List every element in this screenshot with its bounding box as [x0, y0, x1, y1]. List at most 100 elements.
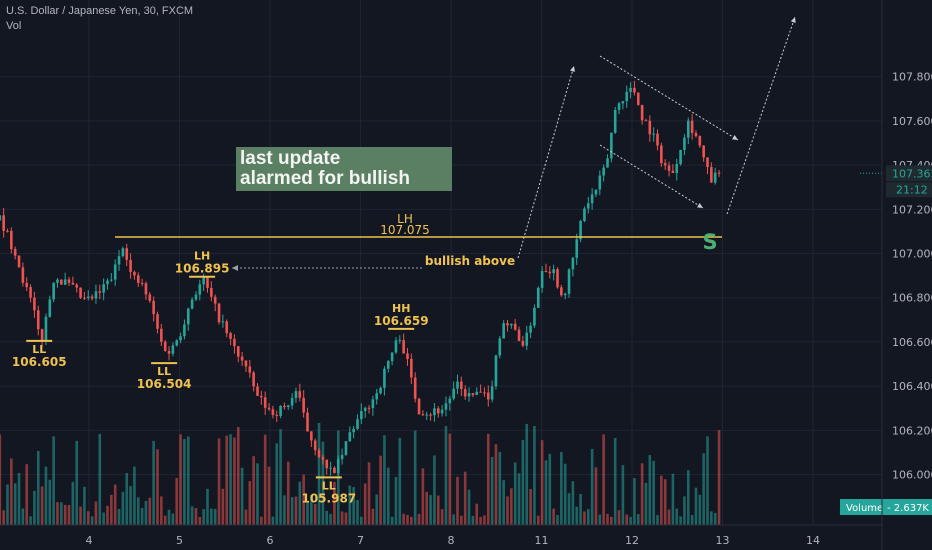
candle-body — [460, 381, 463, 390]
candle-body — [498, 338, 502, 356]
candle-body — [229, 333, 232, 339]
volume-bar — [379, 455, 382, 525]
volume-bar — [113, 484, 117, 525]
volume-bar — [198, 516, 202, 525]
pivot-price: 106.605 — [12, 355, 67, 369]
candle-body — [625, 91, 629, 102]
volume-bar — [590, 448, 594, 525]
volume-bar — [306, 502, 309, 525]
candle-body — [379, 387, 382, 394]
volume-bar — [506, 496, 509, 525]
candle-body — [586, 203, 590, 209]
candle-body — [63, 279, 67, 285]
volume-bar — [533, 425, 536, 525]
volume-bar — [171, 513, 175, 525]
candle-body — [317, 450, 321, 458]
candle-body — [236, 346, 240, 357]
volume-bar — [690, 514, 694, 525]
candle-body — [436, 408, 440, 414]
volume-bar — [671, 473, 675, 525]
candle-body — [702, 145, 705, 158]
volume-bar — [94, 501, 98, 525]
candle-body — [679, 149, 682, 165]
candle-body — [94, 291, 98, 299]
candle-body — [183, 324, 186, 337]
volume-bar — [0, 434, 2, 525]
time-tick-label: 6 — [267, 534, 274, 547]
candle-body — [271, 409, 275, 415]
candle-body — [133, 272, 136, 276]
volume-bar — [236, 426, 240, 525]
pivot-price: 106.504 — [137, 377, 192, 391]
candle-body — [225, 321, 229, 334]
projection-channel-top — [599, 55, 739, 141]
candle-body — [694, 132, 698, 137]
price-tick-label: 107.600 — [892, 115, 932, 128]
volume-bar — [267, 466, 271, 525]
candle-body — [713, 172, 717, 183]
volume-bar — [390, 516, 394, 525]
volume-tag-value: - 2.637K — [887, 503, 929, 514]
volume-bar — [152, 440, 155, 525]
volume-bar — [133, 466, 136, 525]
candle-body — [575, 239, 579, 258]
candle-body — [6, 230, 9, 232]
candle-body — [90, 296, 94, 299]
volume-bar — [633, 478, 636, 525]
volume-bar — [263, 434, 267, 525]
volume-bar — [663, 479, 667, 525]
candle-body — [302, 397, 305, 413]
candle-body — [244, 360, 248, 367]
volume-bar — [413, 430, 417, 525]
volume-bar — [398, 437, 402, 525]
volume-bar — [540, 440, 544, 525]
time-tick-label: 8 — [448, 534, 455, 547]
candle-body — [544, 270, 548, 272]
volume-bar — [598, 514, 602, 525]
candle-body — [136, 275, 140, 283]
candle-body — [233, 338, 236, 347]
volume-bar — [594, 467, 598, 525]
volume-bar — [602, 434, 605, 525]
volume-bar — [479, 516, 482, 525]
candle-body — [198, 284, 202, 295]
volume-bar — [179, 434, 182, 525]
candle-body — [698, 136, 702, 146]
volume-bar — [563, 463, 567, 525]
volume-bar — [160, 496, 163, 525]
volume-bar — [313, 503, 317, 525]
volume-bar — [283, 495, 286, 525]
volume-bar — [44, 466, 48, 525]
candle-body — [452, 388, 455, 399]
candle-body — [129, 259, 132, 273]
countdown-value: 21:12 — [896, 183, 928, 196]
candle-body — [660, 145, 663, 164]
volume-bar — [656, 515, 659, 525]
volume-bar — [560, 451, 563, 525]
volume-bar — [625, 514, 629, 525]
volume-bar — [317, 422, 321, 525]
volume-bar — [710, 511, 713, 525]
candle-body — [329, 467, 332, 469]
candle-body — [440, 409, 444, 414]
volume-bar — [298, 481, 302, 525]
volume-bar — [679, 516, 682, 525]
candle-body — [602, 167, 605, 176]
candle-body — [156, 314, 159, 329]
note-line-1: last update — [240, 148, 341, 169]
volume-bar — [483, 515, 486, 525]
volume-bar — [17, 472, 21, 525]
volume-bar — [475, 503, 479, 525]
time-tick-label: 5 — [176, 534, 183, 547]
projection-channel-bottom — [599, 144, 704, 209]
candle-body — [290, 398, 294, 406]
volume-bar — [310, 495, 313, 525]
candle-body — [321, 457, 325, 460]
volume-bar — [340, 511, 344, 525]
volume-bar — [217, 438, 221, 525]
volume-tag — [840, 499, 932, 515]
volume-bar — [271, 516, 275, 525]
volume-bar — [667, 509, 671, 525]
